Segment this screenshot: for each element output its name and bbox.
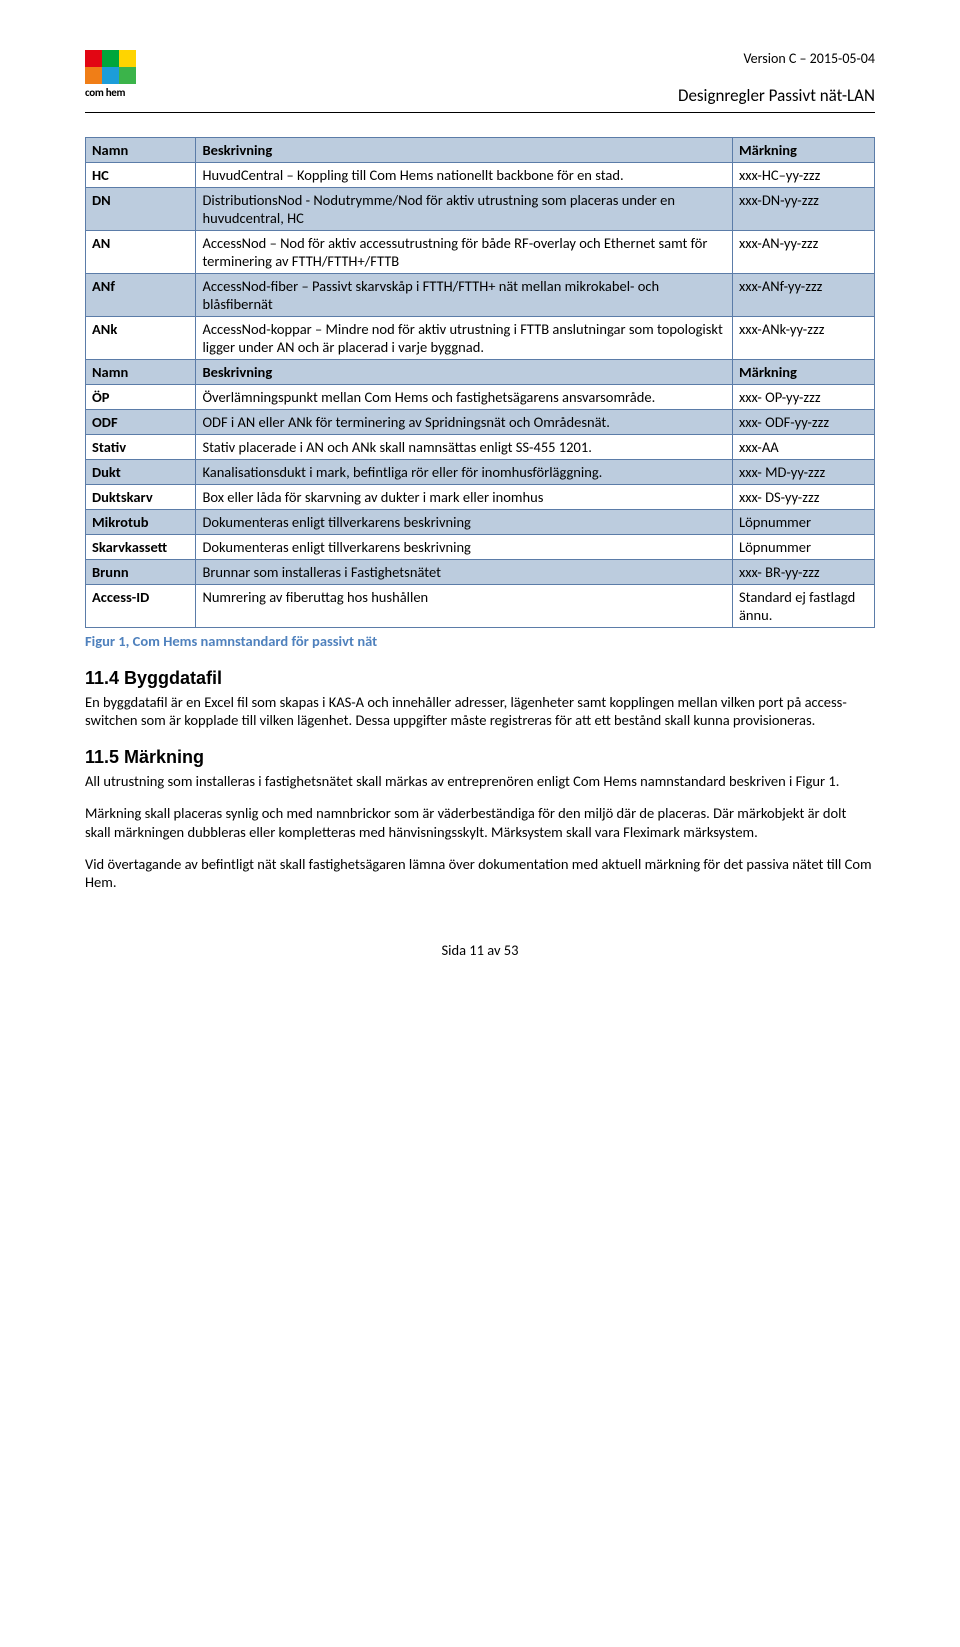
cell-name: ANf (86, 274, 196, 317)
logo-square (119, 67, 136, 84)
table-row: HCHuvudCentral – Koppling till Com Hems … (86, 163, 875, 188)
table-row: DuktskarvBox eller låda för skarvning av… (86, 485, 875, 510)
cell-marking: xxx-HC–yy-zzz (732, 163, 874, 188)
cell-marking: xxx- ODF-yy-zzz (732, 410, 874, 435)
table-row: ANkAccessNod-koppar – Mindre nod för akt… (86, 317, 875, 360)
cell-name: Dukt (86, 460, 196, 485)
cell-description: Stativ placerade i AN och ANk skall namn… (196, 435, 733, 460)
cell-name: Brunn (86, 560, 196, 585)
logo-square (102, 67, 119, 84)
cell-description: Numrering av fiberuttag hos hushållen (196, 585, 733, 628)
cell-marking: xxx- BR-yy-zzz (732, 560, 874, 585)
cell-description: HuvudCentral – Koppling till Com Hems na… (196, 163, 733, 188)
cell-description: Kanalisationsdukt i mark, befintliga rör… (196, 460, 733, 485)
cell-name: Stativ (86, 435, 196, 460)
cell-description: Dokumenteras enligt tillverkarens beskri… (196, 535, 733, 560)
table-row: ANfAccessNod-fiber – Passivt skarvskåp i… (86, 274, 875, 317)
cell-marking: xxx-DN-yy-zzz (732, 188, 874, 231)
cell-description: AccessNod-fiber – Passivt skarvskåp i FT… (196, 274, 733, 317)
cell-name: Duktskarv (86, 485, 196, 510)
table-row: MikrotubDokumenteras enligt tillverkaren… (86, 510, 875, 535)
table-header: Beskrivning (196, 138, 733, 163)
logo-square (119, 50, 136, 67)
cell-name: ODF (86, 410, 196, 435)
cell-marking: xxx- OP-yy-zzz (732, 385, 874, 410)
cell-name: HC (86, 163, 196, 188)
header-rule (85, 112, 875, 113)
definitions-table: Namn Beskrivning Märkning HCHuvudCentral… (85, 137, 875, 628)
cell-description: DistributionsNod - Nodutrymme/Nod för ak… (196, 188, 733, 231)
cell-marking: xxx-AA (732, 435, 874, 460)
cell-marking: xxx-ANf-yy-zzz (732, 274, 874, 317)
cell-description: Box eller låda för skarvning av dukter i… (196, 485, 733, 510)
cell-marking: Löpnummer (732, 535, 874, 560)
table-header: Märkning (732, 138, 874, 163)
table-row: StativStativ placerade i AN och ANk skal… (86, 435, 875, 460)
cell-marking: xxx-ANk-yy-zzz (732, 317, 874, 360)
logo-square (85, 67, 102, 84)
doc-title: Designregler Passivt nät-LAN (678, 85, 875, 106)
cell-marking: Löpnummer (732, 510, 874, 535)
table-row: DuktKanalisationsdukt i mark, befintliga… (86, 460, 875, 485)
table-header: Namn (86, 360, 196, 385)
table-row: BrunnBrunnar som installeras i Fastighet… (86, 560, 875, 585)
logo-square (102, 50, 119, 67)
table-row: Access-IDNumrering av fiberuttag hos hus… (86, 585, 875, 628)
cell-description: Dokumenteras enligt tillverkarens beskri… (196, 510, 733, 535)
body-paragraph: Vid övertagande av befintligt nät skall … (85, 855, 875, 891)
cell-name: DN (86, 188, 196, 231)
cell-name: ANk (86, 317, 196, 360)
page-header: com hem Version C – 2015-05-04 Designreg… (85, 50, 875, 106)
section-heading: 11.5 Märkning (85, 747, 875, 768)
table-header: Namn (86, 138, 196, 163)
cell-name: Access-ID (86, 585, 196, 628)
header-right: Version C – 2015-05-04 Designregler Pass… (678, 50, 875, 106)
table-header: Märkning (732, 360, 874, 385)
logo-grid (85, 50, 136, 84)
cell-description: Brunnar som installeras i Fastighetsnäte… (196, 560, 733, 585)
body-paragraph: En byggdatafil är en Excel fil som skapa… (85, 693, 875, 729)
page-footer: Sida 11 av 53 (85, 941, 875, 959)
table-row: DNDistributionsNod - Nodutrymme/Nod för … (86, 188, 875, 231)
cell-marking: xxx- DS-yy-zzz (732, 485, 874, 510)
figure-caption: Figur 1, Com Hems namnstandard för passi… (85, 632, 875, 650)
cell-marking: xxx- MD-yy-zzz (732, 460, 874, 485)
table-row: ANAccessNod – Nod för aktiv accessutrust… (86, 231, 875, 274)
cell-marking: xxx-AN-yy-zzz (732, 231, 874, 274)
cell-name: AN (86, 231, 196, 274)
table-row: SkarvkassettDokumenteras enligt tillverk… (86, 535, 875, 560)
section-heading: 11.4 Byggdatafil (85, 668, 875, 689)
logo-caption: com hem (85, 86, 125, 99)
table-row: ODFODF i AN eller ANk för terminering av… (86, 410, 875, 435)
cell-description: AccessNod-koppar – Mindre nod för aktiv … (196, 317, 733, 360)
cell-marking: Standard ej fastlagd ännu. (732, 585, 874, 628)
cell-description: AccessNod – Nod för aktiv accessutrustni… (196, 231, 733, 274)
version-line: Version C – 2015-05-04 (678, 50, 875, 67)
logo: com hem (85, 50, 136, 99)
table-row: ÖPÖverlämningspunkt mellan Com Hems och … (86, 385, 875, 410)
cell-name: ÖP (86, 385, 196, 410)
cell-description: Överlämningspunkt mellan Com Hems och fa… (196, 385, 733, 410)
cell-description: ODF i AN eller ANk för terminering av Sp… (196, 410, 733, 435)
cell-name: Mikrotub (86, 510, 196, 535)
body-paragraph: All utrustning som installeras i fastigh… (85, 772, 875, 790)
cell-name: Skarvkassett (86, 535, 196, 560)
logo-square (85, 50, 102, 67)
body-paragraph: Märkning skall placeras synlig och med n… (85, 804, 875, 840)
table-header: Beskrivning (196, 360, 733, 385)
